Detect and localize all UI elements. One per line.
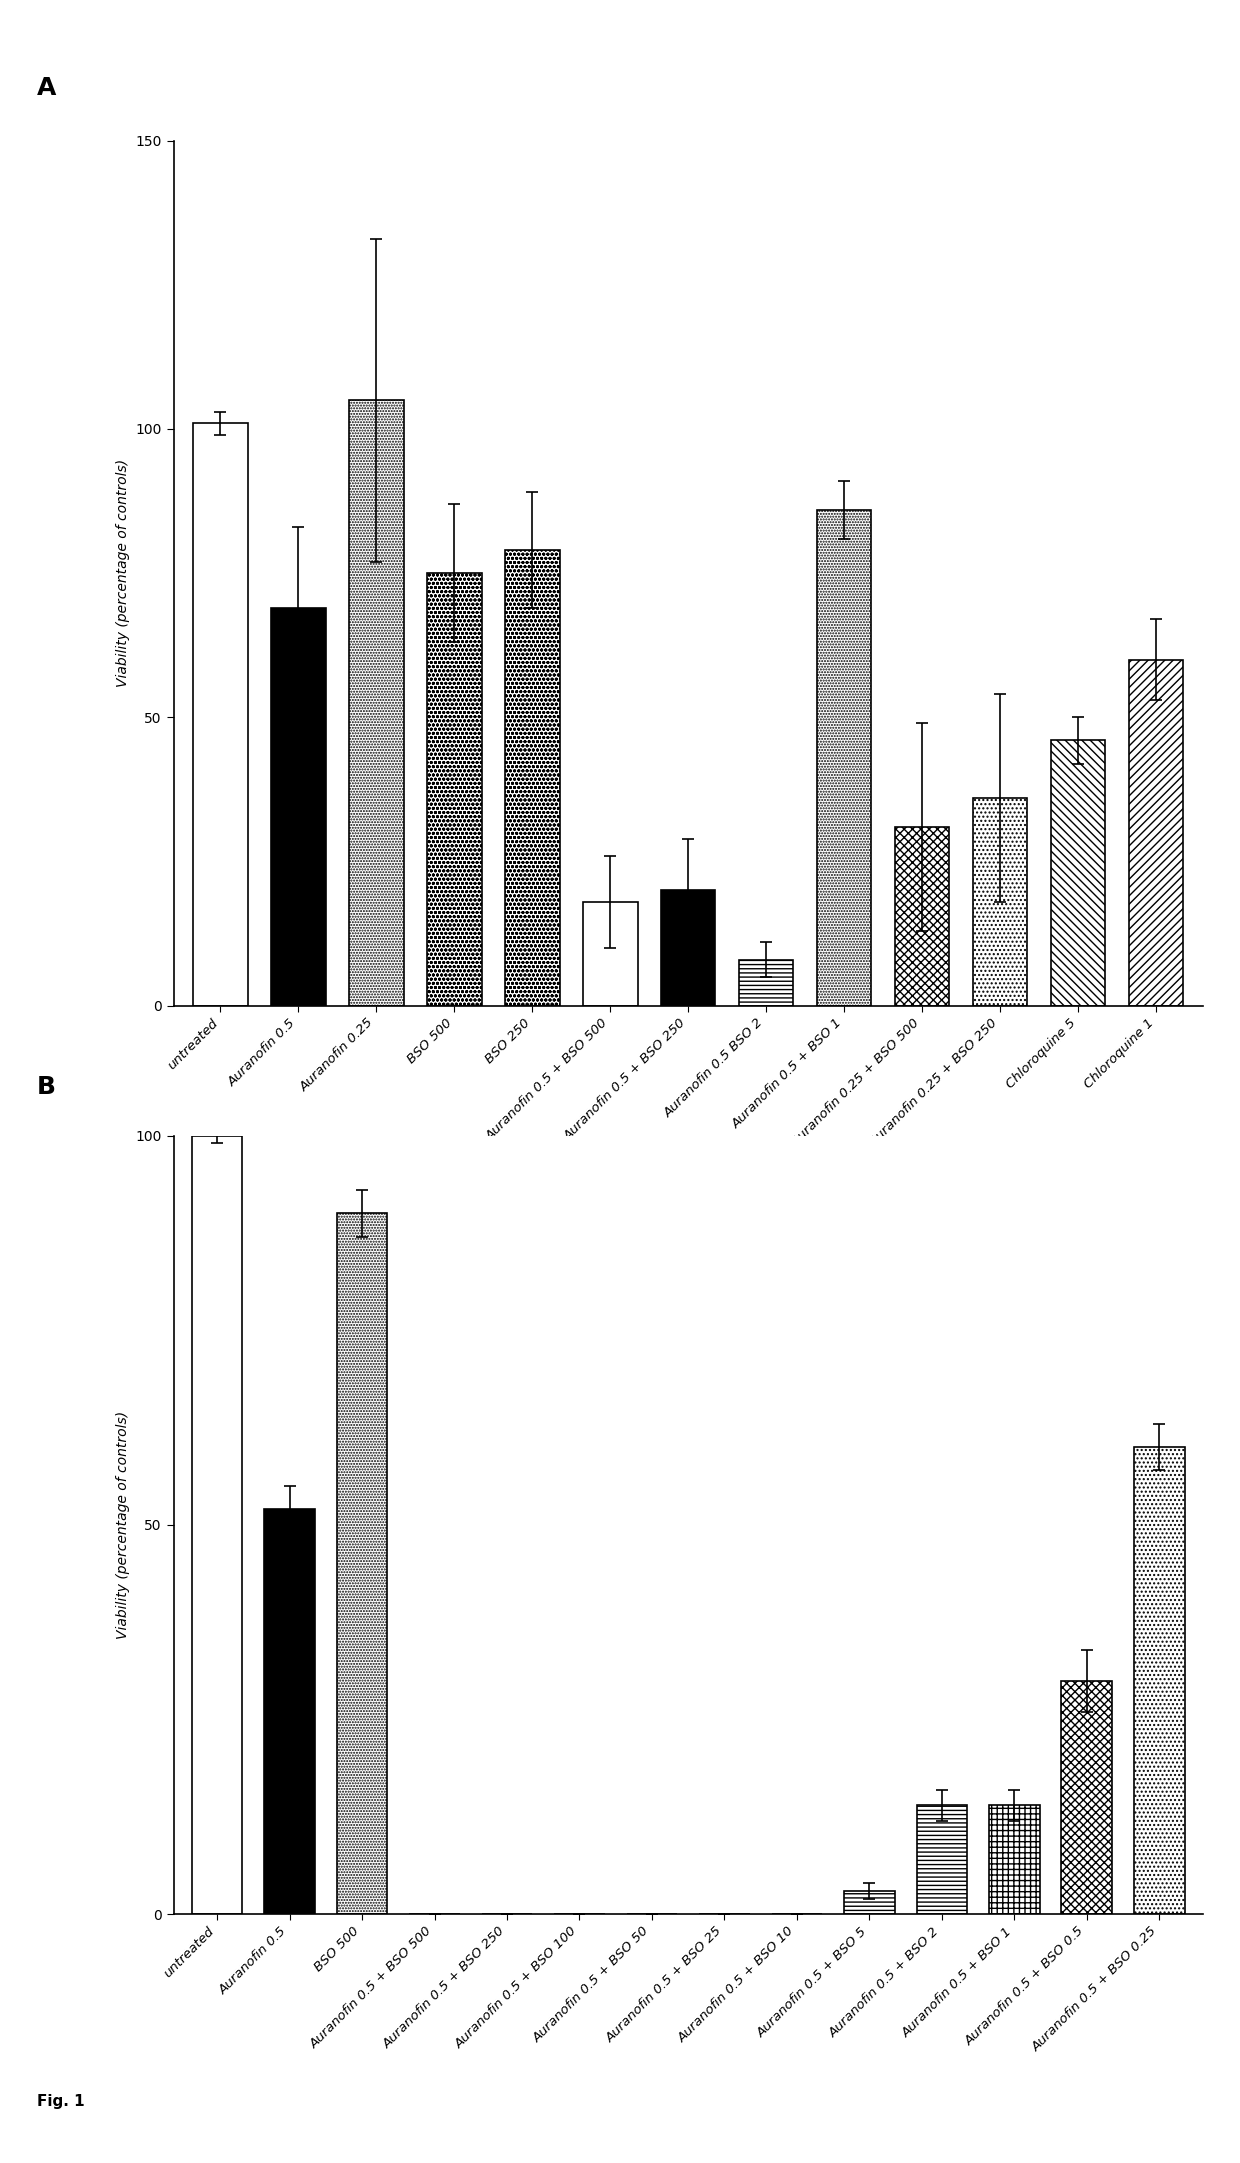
- Text: A: A: [37, 76, 57, 99]
- Bar: [817, 510, 872, 1006]
- Bar: [895, 826, 950, 1006]
- Bar: [739, 960, 794, 1006]
- Text: B: B: [37, 1075, 56, 1099]
- Bar: [272, 608, 326, 1006]
- Bar: [427, 573, 481, 1006]
- Y-axis label: Viability (percentage of controls): Viability (percentage of controls): [115, 1410, 130, 1640]
- Bar: [1061, 1681, 1112, 1914]
- Bar: [337, 1213, 387, 1914]
- Bar: [973, 798, 1028, 1006]
- Bar: [1050, 740, 1105, 1006]
- Text: Fig. 1: Fig. 1: [37, 2094, 84, 2109]
- Bar: [661, 891, 715, 1006]
- Bar: [844, 1890, 895, 1914]
- Bar: [192, 1136, 243, 1914]
- Bar: [990, 1806, 1039, 1914]
- Bar: [583, 902, 637, 1006]
- Bar: [1133, 1447, 1184, 1914]
- Bar: [193, 424, 248, 1006]
- Bar: [348, 400, 403, 1006]
- Bar: [916, 1806, 967, 1914]
- Bar: [505, 549, 559, 1006]
- Y-axis label: Viability (percentage of controls): Viability (percentage of controls): [115, 459, 130, 688]
- Bar: [1128, 660, 1183, 1006]
- Bar: [264, 1510, 315, 1914]
